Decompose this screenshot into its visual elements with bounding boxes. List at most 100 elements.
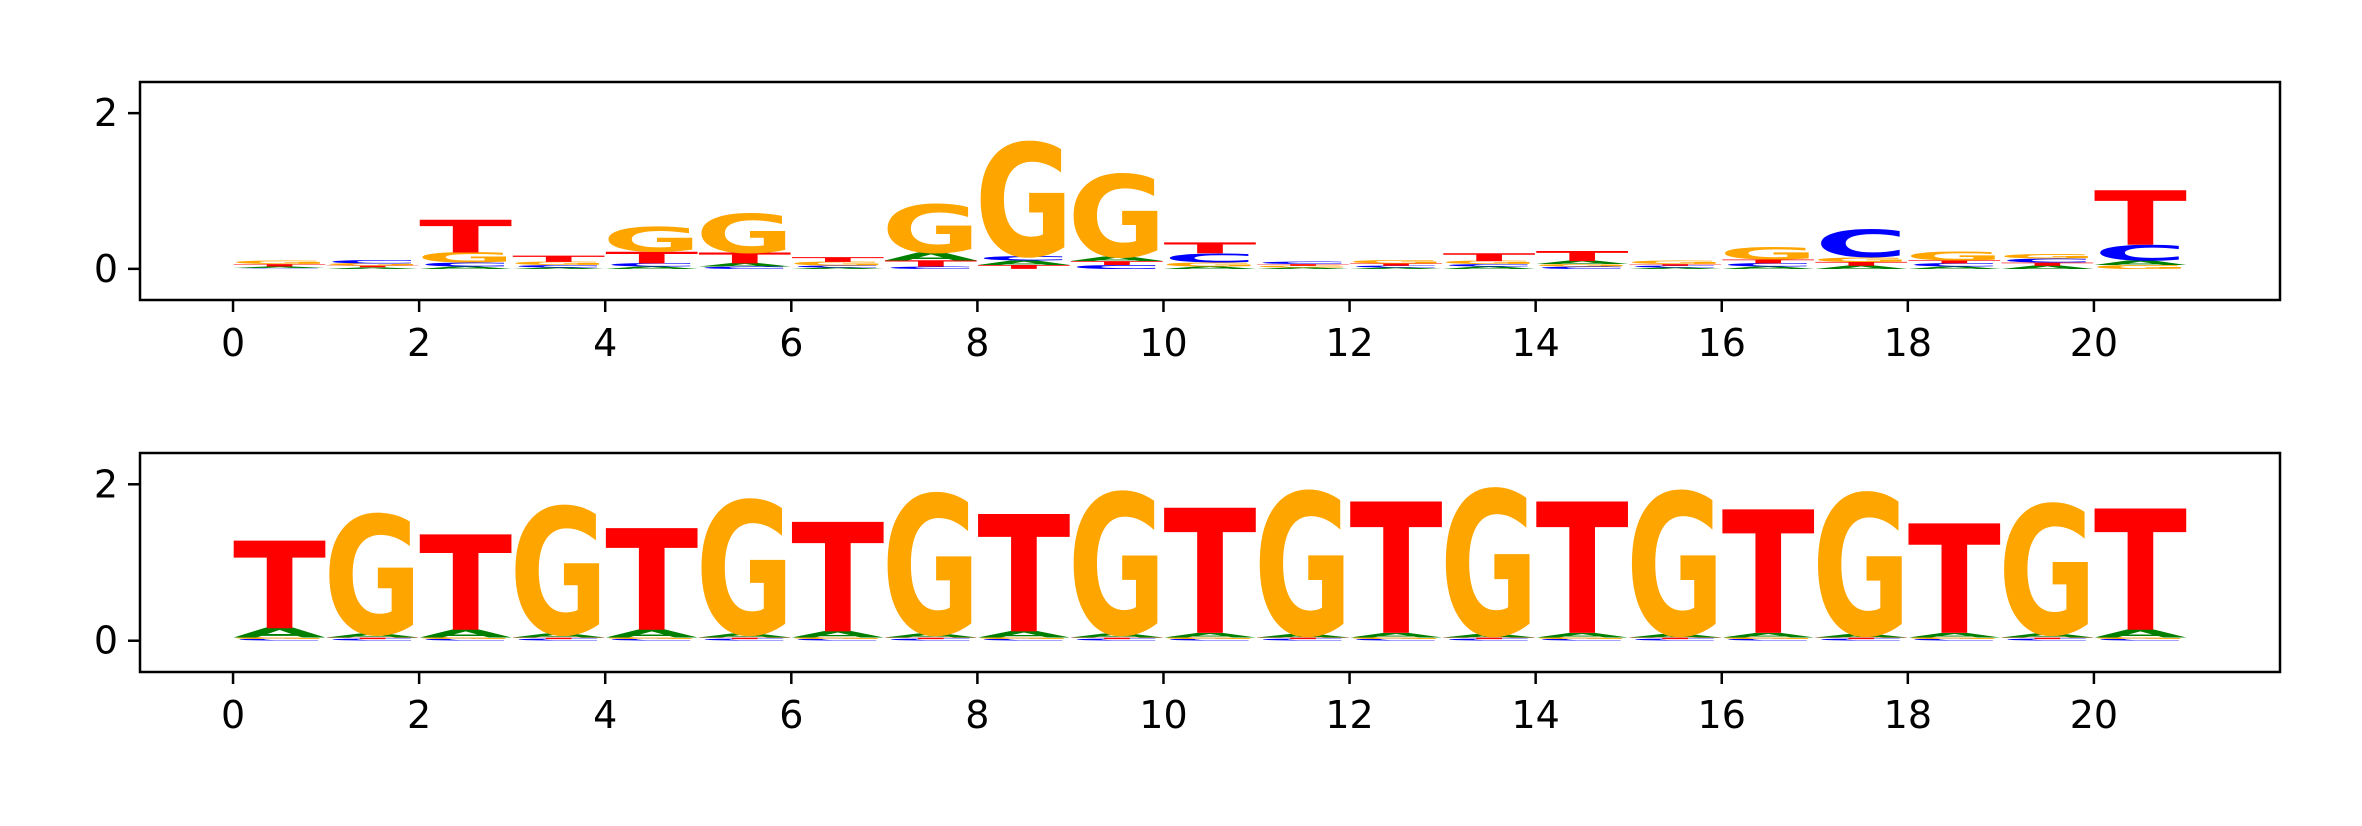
logo-letter-a: A <box>605 266 698 270</box>
x-tick-label: 18 <box>1884 321 1932 365</box>
logo-letter-a: A <box>512 267 605 269</box>
logo-letter-t: T <box>698 637 791 640</box>
logo-letter-t: T <box>1350 466 1443 676</box>
logo-letter-c: C <box>2001 639 2094 641</box>
logo-letter-g: G <box>1161 637 1260 640</box>
logo-letter-c: C <box>233 268 326 269</box>
logo-letter-g: G <box>1905 249 2004 264</box>
x-tick-label: 16 <box>1698 693 1746 737</box>
logo-letter-t: T <box>977 484 1070 671</box>
logo-letter-t: T <box>791 492 884 667</box>
logo-letter-c: C <box>1350 639 1443 641</box>
x-tick-label: 14 <box>1511 321 1559 365</box>
logo-letter-g: G <box>1440 260 1539 265</box>
logo-letter-a: A <box>326 267 419 269</box>
logo-letter-g: G <box>1533 264 1632 268</box>
logo-letter-g: G <box>1347 637 1446 640</box>
logo-letter-a: A <box>2001 633 2094 639</box>
logo-letter-c: C <box>512 639 605 641</box>
logo-letter-c: C <box>1629 639 1722 641</box>
logo-letter-a: A <box>1815 265 1908 270</box>
logo-letter-t: T <box>698 250 791 267</box>
y-tick-label: 0 <box>94 247 118 291</box>
logo-letter-t: T <box>1722 258 1815 264</box>
logo-letter-g: G <box>1347 259 1446 264</box>
logo-letter-a: A <box>1443 266 1536 270</box>
x-tick-label: 0 <box>221 321 245 365</box>
logo-letter-c: C <box>698 639 791 641</box>
logo-letter-g: G <box>602 637 701 640</box>
logo-letter-a: A <box>1722 266 1815 270</box>
logo-letter-t: T <box>1536 466 1629 676</box>
logo-letter-c: C <box>233 639 326 641</box>
logo-letter-g: G <box>416 637 515 640</box>
x-tick-label: 20 <box>2070 693 2118 737</box>
logo-letter-c: C <box>977 254 1070 261</box>
logo-letter-c: C <box>1722 639 1815 641</box>
logo-letter-c: C <box>1443 639 1536 641</box>
logo-letter-a: A <box>605 628 698 640</box>
logo-letter-c: C <box>791 265 884 267</box>
logo-letter-g: G <box>602 220 701 260</box>
logo-letter-a: A <box>1536 632 1629 639</box>
logo-letter-c: C <box>1350 265 1443 267</box>
logo-letter-g: G <box>1998 253 2097 260</box>
logo-letter-g: G <box>323 482 422 672</box>
logo-letter-c: C <box>884 639 977 641</box>
logo-letter-t: T <box>233 264 326 268</box>
logo-letter-a: A <box>698 263 791 268</box>
logo-letter-a: A <box>791 267 884 269</box>
logo-letter-g: G <box>1254 265 1353 267</box>
x-tick-label: 6 <box>779 693 803 737</box>
x-tick-label: 10 <box>1139 693 1187 737</box>
logo-letter-a: A <box>698 633 791 639</box>
logo-letter-t: T <box>326 265 419 268</box>
logo-letter-t: T <box>1350 263 1443 267</box>
logo-letter-a: A <box>1908 632 2001 639</box>
logo-letter-a: A <box>1257 267 1350 269</box>
logo-letter-g: G <box>975 111 1074 292</box>
logo-letter-c: C <box>419 639 512 641</box>
logo-letter-t: T <box>605 500 698 663</box>
logo-letter-t: T <box>1163 473 1256 673</box>
logo-letter-t: T <box>326 637 419 640</box>
logo-letter-c: C <box>2094 639 2187 641</box>
logo-letter-t: T <box>2001 262 2094 267</box>
logo-letter-g: G <box>1161 262 1260 268</box>
logo-letter-t: T <box>2001 637 2094 640</box>
logo-letter-c: C <box>1908 639 2001 641</box>
logo-letter-c: C <box>884 266 977 270</box>
logo-letter-g: G <box>2091 637 2190 640</box>
logo-letter-t: T <box>1257 637 1350 640</box>
logo-letter-t: T <box>1443 637 1536 640</box>
x-tick-label: 8 <box>965 321 989 365</box>
logo-letter-t: T <box>419 508 512 661</box>
logo-letter-g: G <box>1812 456 1911 681</box>
x-tick-label: 18 <box>1884 693 1932 737</box>
logo-letter-a: A <box>1257 634 1350 639</box>
logo-letter-g: G <box>882 456 981 679</box>
logo-letter-g: G <box>2091 264 2190 270</box>
logo-letter-a: A <box>977 630 1070 640</box>
logo-letter-g: G <box>1719 637 1818 640</box>
logo-letter-g: G <box>975 637 1074 640</box>
logo-letter-c: C <box>419 262 512 268</box>
logo-letter-c: C <box>326 639 419 641</box>
logo-letter-c: C <box>698 266 791 270</box>
logo-letter-a: A <box>977 259 1070 266</box>
logo-letter-g: G <box>1626 455 1725 681</box>
logo-letter-c: C <box>977 639 1070 641</box>
logo-letter-c: C <box>1257 261 1350 265</box>
plot-frame <box>138 451 2282 674</box>
logo-letter-c: C <box>605 263 698 268</box>
logo-letter-t: T <box>1163 239 1256 256</box>
logo-letter-g: G <box>1254 455 1353 681</box>
logo-panel-top: CATGATGCACGTACGTACTGCATGACGTCTAGTACGCTAG… <box>94 80 2282 365</box>
logo-letter-t: T <box>233 518 326 657</box>
logo-letter-t: T <box>1257 264 1350 267</box>
logo-letter-t: T <box>884 259 977 269</box>
logo-letter-c: C <box>2094 241 2187 266</box>
logo-letter-a: A <box>1070 633 1163 639</box>
logo-letter-c: C <box>1815 639 1908 641</box>
logo-letter-t: T <box>1536 248 1629 264</box>
